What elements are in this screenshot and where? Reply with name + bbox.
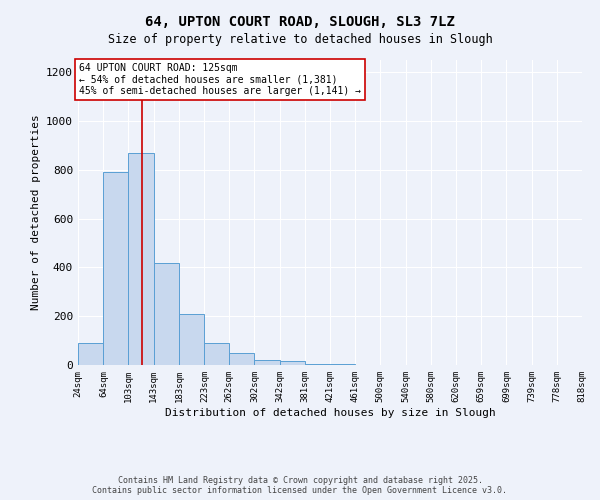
- Bar: [205, 343, 229, 365]
- Bar: [330, 364, 355, 365]
- Bar: [128, 152, 154, 365]
- Bar: [254, 360, 280, 365]
- Text: 64 UPTON COURT ROAD: 125sqm
← 54% of detached houses are smaller (1,381)
45% of : 64 UPTON COURT ROAD: 125sqm ← 54% of det…: [79, 63, 361, 96]
- Bar: [154, 262, 179, 365]
- Bar: [280, 362, 305, 365]
- Bar: [78, 343, 103, 365]
- X-axis label: Distribution of detached houses by size in Slough: Distribution of detached houses by size …: [164, 408, 496, 418]
- Bar: [305, 364, 330, 365]
- Bar: [179, 314, 205, 365]
- Text: Size of property relative to detached houses in Slough: Size of property relative to detached ho…: [107, 32, 493, 46]
- Bar: [103, 172, 128, 365]
- Y-axis label: Number of detached properties: Number of detached properties: [31, 114, 41, 310]
- Bar: [229, 353, 254, 365]
- Text: 64, UPTON COURT ROAD, SLOUGH, SL3 7LZ: 64, UPTON COURT ROAD, SLOUGH, SL3 7LZ: [145, 15, 455, 29]
- Text: Contains HM Land Registry data © Crown copyright and database right 2025.
Contai: Contains HM Land Registry data © Crown c…: [92, 476, 508, 495]
